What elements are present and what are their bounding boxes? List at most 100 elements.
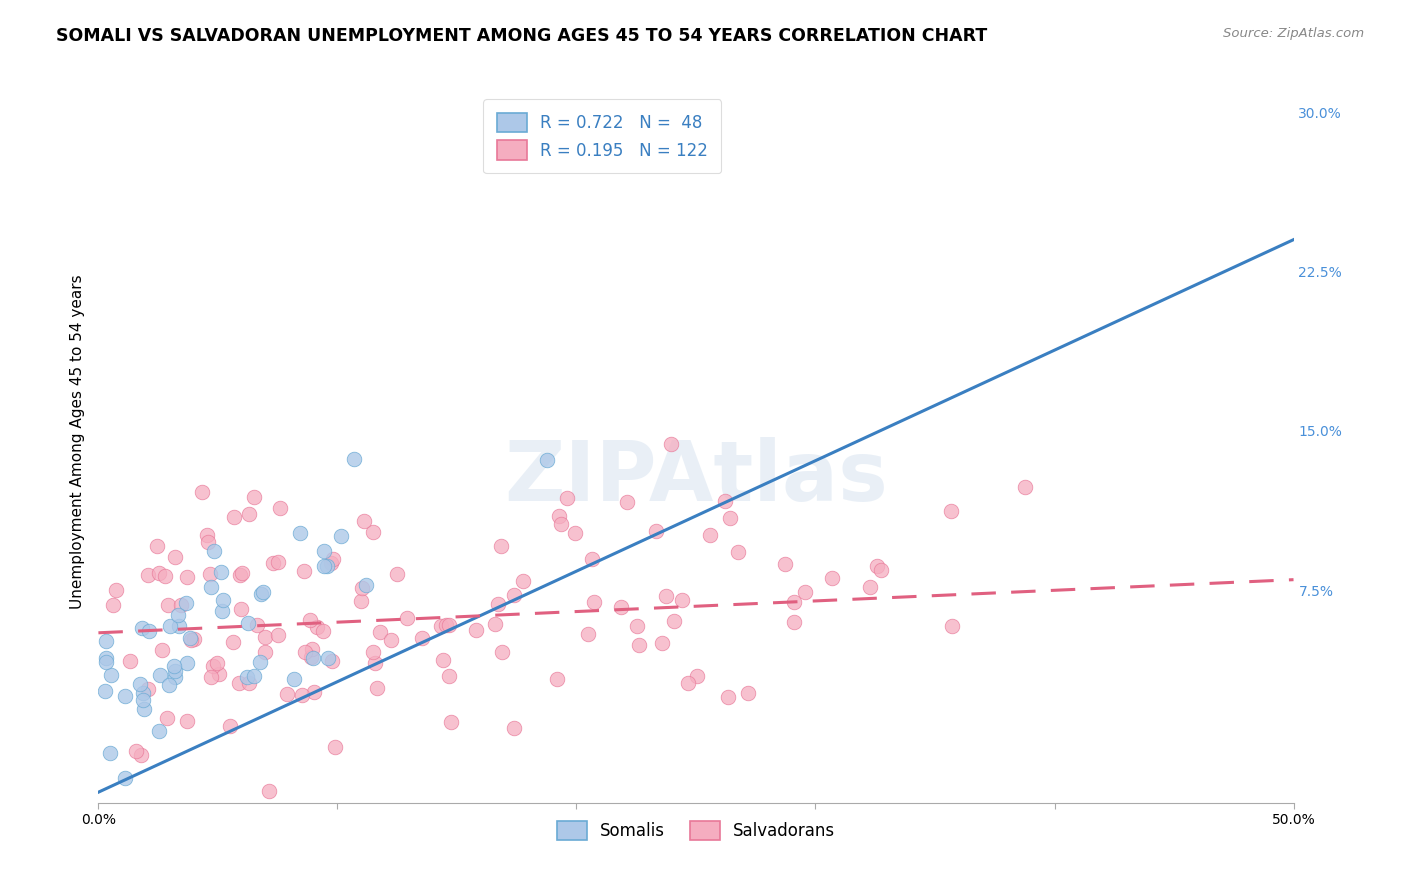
Point <box>555 491 578 505</box>
Point <box>120 654 142 668</box>
Point <box>238 676 260 690</box>
Point <box>727 545 749 559</box>
Point <box>148 566 170 580</box>
Text: Source: ZipAtlas.com: Source: ZipAtlas.com <box>1223 27 1364 40</box>
Point <box>440 715 463 730</box>
Point <box>651 635 673 649</box>
Point <box>361 645 384 659</box>
Point <box>148 724 170 739</box>
Point <box>202 658 225 673</box>
Point <box>616 495 638 509</box>
Point <box>252 585 274 599</box>
Point <box>627 638 650 652</box>
Point <box>783 595 806 609</box>
Point <box>238 508 260 522</box>
Point <box>301 642 323 657</box>
Point <box>231 566 253 581</box>
Point <box>114 772 136 786</box>
Y-axis label: Unemployment Among Ages 45 to 54 years: Unemployment Among Ages 45 to 54 years <box>69 274 84 609</box>
Point <box>859 580 882 594</box>
Point <box>211 604 233 618</box>
Text: SOMALI VS SALVADORAN UNEMPLOYMENT AMONG AGES 45 TO 54 YEARS CORRELATION CHART: SOMALI VS SALVADORAN UNEMPLOYMENT AMONG … <box>56 27 987 45</box>
Point <box>153 569 176 583</box>
Point <box>737 686 759 700</box>
Point <box>257 784 280 798</box>
Point <box>484 617 506 632</box>
Point <box>150 643 173 657</box>
Point <box>464 624 486 638</box>
Point <box>254 630 277 644</box>
Point <box>439 618 461 632</box>
Point <box>368 624 391 639</box>
Point <box>343 452 366 467</box>
Point <box>503 721 526 735</box>
Point <box>136 568 159 582</box>
Point <box>491 539 513 553</box>
Point <box>174 596 197 610</box>
Point <box>380 632 402 647</box>
Point <box>243 668 266 682</box>
Point <box>246 617 269 632</box>
Point <box>219 719 242 733</box>
Point <box>1014 480 1036 494</box>
Point <box>676 676 699 690</box>
Point <box>312 559 335 574</box>
Point <box>361 524 384 539</box>
Point <box>191 484 214 499</box>
Point <box>183 632 205 646</box>
Point <box>156 711 179 725</box>
Point <box>156 598 179 612</box>
Point <box>103 598 125 612</box>
Point <box>302 651 325 665</box>
Point <box>305 620 328 634</box>
Point <box>321 557 343 571</box>
Point <box>437 668 460 682</box>
Point <box>350 581 373 595</box>
Point <box>430 619 453 633</box>
Point <box>718 511 741 525</box>
Point <box>124 744 146 758</box>
Point <box>366 681 388 696</box>
Point <box>229 568 252 582</box>
Point <box>94 634 117 648</box>
Text: ZIPAtlas: ZIPAtlas <box>503 437 889 518</box>
Point <box>250 587 273 601</box>
Point <box>249 655 271 669</box>
Point <box>292 564 315 578</box>
Point <box>243 491 266 505</box>
Point <box>202 544 225 558</box>
Point <box>228 676 250 690</box>
Point <box>176 714 198 728</box>
Point <box>939 504 962 518</box>
Point <box>312 544 335 558</box>
Point <box>100 668 122 682</box>
Point <box>267 628 290 642</box>
Point <box>714 493 737 508</box>
Point <box>132 702 155 716</box>
Point <box>222 509 245 524</box>
Point <box>93 684 115 698</box>
Point <box>129 676 152 690</box>
Point <box>330 528 353 542</box>
Point <box>131 747 153 762</box>
Point <box>167 607 190 622</box>
Point <box>114 689 136 703</box>
Point <box>176 570 198 584</box>
Point <box>550 517 572 532</box>
Point <box>821 571 844 585</box>
Point <box>486 597 509 611</box>
Point <box>96 650 118 665</box>
Point <box>583 595 606 609</box>
Point <box>316 651 339 665</box>
Point <box>211 593 233 607</box>
Legend: Somalis, Salvadorans: Somalis, Salvadorans <box>548 813 844 848</box>
Point <box>236 615 259 630</box>
Point <box>131 621 153 635</box>
Point <box>132 692 155 706</box>
Point <box>200 670 222 684</box>
Point <box>323 739 346 754</box>
Point <box>302 685 325 699</box>
Point <box>298 613 321 627</box>
Point <box>686 669 709 683</box>
Point <box>411 631 433 645</box>
